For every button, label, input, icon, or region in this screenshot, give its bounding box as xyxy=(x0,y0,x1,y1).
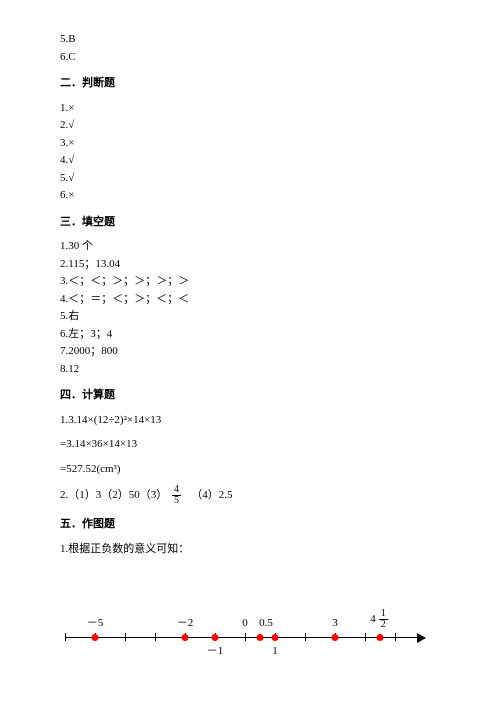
calc-line: =527.52(cm³) xyxy=(60,461,440,478)
judge-item: 5.√ xyxy=(60,170,440,187)
section-fill-title: 三．填空题 xyxy=(60,214,440,231)
section-judge-title: 二．判断题 xyxy=(60,75,440,92)
calc-q2-part2: （4）2.5 xyxy=(186,489,233,501)
numline-tick xyxy=(155,633,156,641)
fraction: 4 5 xyxy=(172,485,181,506)
numline-tick xyxy=(395,633,396,641)
numline-label: 0 xyxy=(242,615,248,632)
draw-line: 1.根据正负数的意义可知： xyxy=(60,541,440,558)
answer-line: 5.B xyxy=(60,31,440,48)
numline-dot xyxy=(212,634,219,641)
numline-tick xyxy=(365,633,366,641)
calc-line: =3.14×36×14×13 xyxy=(60,436,440,453)
answer-line: 6.C xyxy=(60,49,440,66)
numline-label: －5 xyxy=(87,615,104,632)
numline-tick xyxy=(65,633,66,641)
numline-label: －2 xyxy=(177,615,194,632)
fill-item: 8.12 xyxy=(60,361,440,378)
numline-tick xyxy=(125,633,126,641)
numline-dot xyxy=(92,634,99,641)
fraction-den: 5 xyxy=(172,496,181,506)
numline-arrow xyxy=(417,633,426,643)
section-draw-title: 五．作图题 xyxy=(60,516,440,533)
numline-label: －1 xyxy=(207,643,224,660)
numline-label: 3 xyxy=(332,615,338,632)
numline-dot xyxy=(332,634,339,641)
numline-dot xyxy=(257,634,264,641)
calc-q2: 2.（1）3（2）50（3） 4 5 （4）2.5 xyxy=(60,485,440,506)
fill-item: 6.左；3；4 xyxy=(60,326,440,343)
fill-item: 4.＜；＝；＜；＞；＜；＜ xyxy=(60,291,440,308)
section-calc-title: 四．计算题 xyxy=(60,387,440,404)
number-line: －5 －2 －1 0 0.5 1 3 412 xyxy=(65,597,425,677)
calc-line: 1.3.14×(12÷2)²×14×13 xyxy=(60,412,440,429)
fill-item: 7.2000；800 xyxy=(60,343,440,360)
fill-item: 5.右 xyxy=(60,308,440,325)
numline-tick xyxy=(245,633,246,641)
judge-item: 3.× xyxy=(60,135,440,152)
page-root: 5.B 6.C 二．判断题 1.× 2.√ 3.× 4.√ 5.√ 6.× 三．… xyxy=(0,0,500,697)
fill-item: 1.30 个 xyxy=(60,238,440,255)
judge-item: 1.× xyxy=(60,100,440,117)
numline-dot xyxy=(272,634,279,641)
fill-item: 3.＜；＜；＞；＞；＞；＞ xyxy=(60,273,440,290)
judge-item: 4.√ xyxy=(60,152,440,169)
fill-item: 2.115；13.04 xyxy=(60,256,440,273)
numline-dot xyxy=(377,634,384,641)
calc-q2-part1: 2.（1）3（2）50（3） xyxy=(60,489,167,501)
numline-label: 0.5 xyxy=(259,615,273,632)
numline-tick xyxy=(305,633,306,641)
judge-item: 2.√ xyxy=(60,117,440,134)
numline-label: 412 xyxy=(370,609,390,630)
numline-dot xyxy=(182,634,189,641)
numline-label: 1 xyxy=(272,643,278,660)
judge-item: 6.× xyxy=(60,187,440,204)
